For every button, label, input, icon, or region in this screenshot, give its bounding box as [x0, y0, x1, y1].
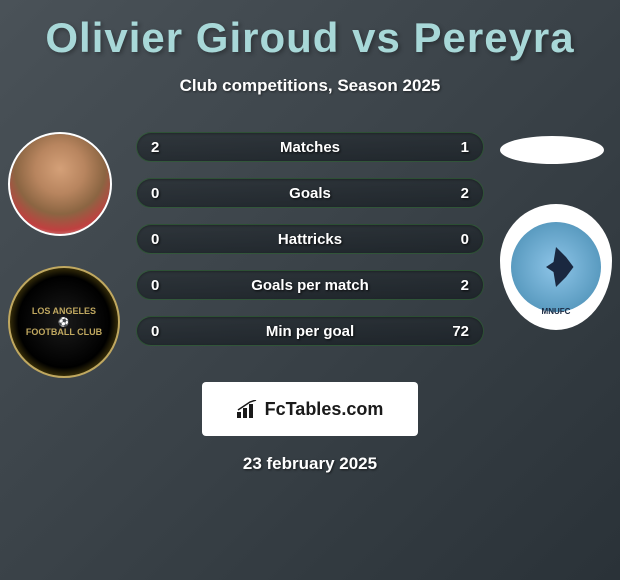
- stat-label: Goals: [289, 185, 331, 202]
- stat-left-value: 0: [151, 323, 159, 340]
- stat-row: 0 Goals 2: [136, 178, 484, 208]
- club-right-inner: [511, 222, 601, 312]
- stat-right-value: 2: [461, 277, 469, 294]
- subtitle: Club competitions, Season 2025: [0, 76, 620, 96]
- stats-area: LOS ANGELES⚽FOOTBALL CLUB 2 Matches 1 0 …: [0, 132, 620, 346]
- player-right-avatar: [500, 136, 604, 164]
- stat-label: Min per goal: [266, 323, 354, 340]
- stat-label: Matches: [280, 139, 340, 156]
- stat-rows: 2 Matches 1 0 Goals 2 0 Hattricks 0 0 Go…: [136, 132, 484, 346]
- card-container: Olivier Giroud vs Pereyra Club competiti…: [0, 0, 620, 484]
- stat-label: Hattricks: [278, 231, 342, 248]
- club-left-badge: LOS ANGELES⚽FOOTBALL CLUB: [8, 266, 120, 378]
- date-label: 23 february 2025: [0, 454, 620, 474]
- loon-icon: [531, 242, 581, 292]
- page-title: Olivier Giroud vs Pereyra: [0, 14, 620, 62]
- chart-icon: [237, 400, 259, 418]
- player-left-photo: [10, 134, 110, 234]
- stat-label: Goals per match: [251, 277, 369, 294]
- stat-row: 0 Min per goal 72: [136, 316, 484, 346]
- brand-text: FcTables.com: [265, 399, 384, 420]
- stat-right-value: 0: [461, 231, 469, 248]
- stat-right-value: 1: [461, 139, 469, 156]
- stat-right-value: 72: [452, 323, 469, 340]
- club-left-label: LOS ANGELES⚽FOOTBALL CLUB: [26, 306, 102, 338]
- stat-row: 2 Matches 1: [136, 132, 484, 162]
- stat-row: 0 Hattricks 0: [136, 224, 484, 254]
- stat-left-value: 0: [151, 277, 159, 294]
- stat-left-value: 2: [151, 139, 159, 156]
- left-column: LOS ANGELES⚽FOOTBALL CLUB: [8, 132, 120, 378]
- club-right-badge: MNUFC: [500, 204, 612, 330]
- player-left-avatar: [8, 132, 112, 236]
- club-right-label: MNUFC: [542, 307, 571, 316]
- stat-row: 0 Goals per match 2: [136, 270, 484, 300]
- brand-logo: FcTables.com: [202, 382, 418, 436]
- right-column: MNUFC: [500, 132, 612, 330]
- stat-left-value: 0: [151, 185, 159, 202]
- stat-right-value: 2: [461, 185, 469, 202]
- stat-left-value: 0: [151, 231, 159, 248]
